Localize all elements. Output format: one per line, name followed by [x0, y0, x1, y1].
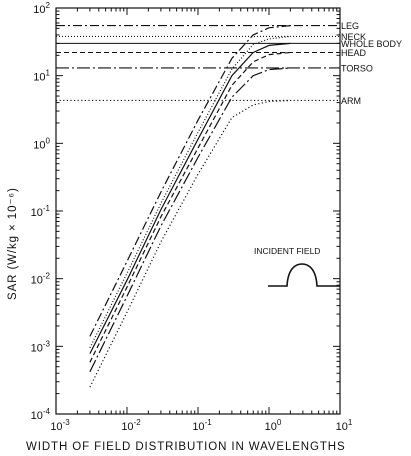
asymptote-lines	[56, 25, 340, 102]
inset-label: INCIDENT FIELD	[254, 246, 320, 256]
curve-torso	[89, 67, 291, 373]
x-tick-label: 100	[265, 418, 282, 433]
series-label: HEAD	[341, 48, 367, 58]
y-tick-label: 10-2	[31, 272, 51, 287]
curve-head	[89, 51, 291, 363]
series-label: ARM	[341, 96, 361, 106]
y-axis-label: SAR (W/kg × 10⁻⁶)	[7, 187, 19, 300]
axis-tick-labels: 10-3 10-2 10-1 100 10110-410-310-210-1100101…	[31, 1, 353, 433]
series-curves	[89, 25, 291, 388]
series-label: NECK	[341, 32, 366, 42]
curve-neck	[89, 35, 291, 349]
plot-border	[55, 7, 341, 415]
y-tick-label: 10-4	[31, 407, 51, 422]
x-tick-label: 10-3	[50, 418, 70, 433]
curve-arm	[89, 99, 291, 388]
series-label: LEG	[341, 21, 359, 31]
y-tick-label: 10-1	[31, 204, 51, 219]
plot-frame	[55, 7, 341, 415]
incident-field-inset: INCIDENT FIELD	[254, 246, 340, 287]
y-tick-label: 100	[33, 136, 50, 151]
curve-whole-body	[89, 42, 291, 354]
series-label: WHOLE BODY	[341, 39, 402, 49]
curve-leg	[89, 25, 291, 337]
series-label: TORSO	[341, 63, 373, 73]
x-axis-label: WIDTH OF FIELD DISTRIBUTION IN WAVELENGT…	[26, 441, 346, 453]
axis-ticks	[55, 8, 340, 415]
y-tick-label: 101	[33, 69, 50, 84]
x-tick-label: 10-1	[192, 418, 212, 433]
x-tick-label: 10-2	[121, 418, 141, 433]
x-tick-label: 101	[336, 418, 353, 433]
y-tick-label: 10-3	[31, 339, 51, 354]
y-tick-label: 102	[33, 1, 50, 16]
incident-field-pulse	[268, 263, 340, 287]
